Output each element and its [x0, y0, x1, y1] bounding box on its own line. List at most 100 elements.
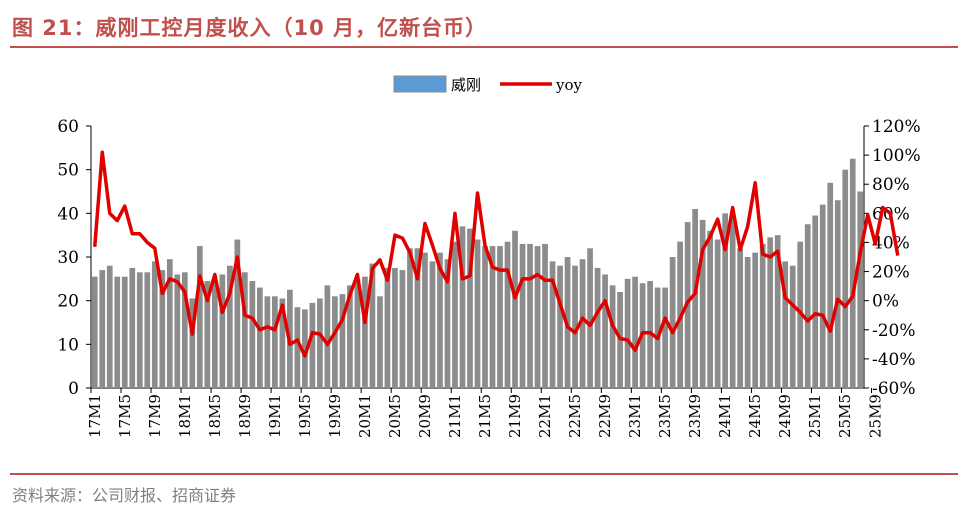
bar [827, 182, 834, 388]
bar [249, 281, 256, 388]
bar [414, 248, 421, 388]
x-tick-label: 17M9 [146, 394, 164, 438]
bar [752, 252, 759, 388]
bar [662, 287, 668, 388]
legend-bar-swatch [393, 75, 447, 93]
x-tick-label: 25M9 [866, 394, 884, 438]
bar [279, 298, 286, 388]
bar [369, 263, 376, 388]
x-tick-label: 22M1 [536, 394, 554, 438]
source-note: 资料来源：公司财报、招商证券 [12, 486, 237, 505]
x-tick-label: 20M5 [386, 394, 404, 438]
bar [579, 259, 586, 388]
bar [519, 243, 526, 388]
x-tick-label: 17M1 [86, 394, 104, 438]
x-tick-label: 22M5 [566, 394, 584, 438]
bar [377, 296, 383, 388]
bar [474, 239, 481, 388]
right-tick-label: 100% [872, 146, 921, 166]
bar [549, 261, 556, 388]
bar [272, 296, 278, 388]
bar [624, 278, 631, 388]
bar [174, 274, 181, 388]
bar [422, 252, 428, 388]
x-tick-label: 19M9 [326, 394, 344, 438]
bar [114, 276, 121, 388]
title-divider [10, 46, 958, 48]
bar [602, 274, 608, 388]
legend: 威刚 yoy [393, 75, 583, 94]
bar [332, 296, 338, 388]
legend-line-label: yoy [555, 76, 583, 94]
right-tick-label: 80% [872, 175, 910, 195]
bar [669, 257, 676, 388]
bar [317, 298, 323, 388]
bar [459, 226, 466, 388]
x-tick-label: 17M5 [116, 394, 134, 438]
bar [219, 274, 226, 388]
bar [309, 302, 316, 388]
bar [789, 265, 796, 388]
bar [782, 261, 789, 388]
bar [294, 307, 301, 388]
bar [159, 270, 166, 388]
x-tick-label: 23M9 [686, 394, 704, 438]
bar [527, 243, 533, 388]
bar [534, 246, 541, 388]
bar [587, 248, 593, 388]
bar [744, 257, 751, 388]
left-tick-label: 20 [57, 292, 79, 312]
bar [842, 169, 849, 388]
bar [849, 158, 856, 388]
bar [834, 200, 841, 388]
x-tick-label: 20M9 [416, 394, 434, 438]
bar [774, 235, 781, 388]
x-tick-label: 19M1 [266, 394, 284, 438]
bar [692, 208, 698, 388]
bar [594, 267, 601, 388]
bar [512, 230, 518, 388]
bar [804, 224, 811, 388]
bar [91, 276, 98, 388]
bar [467, 228, 473, 388]
bar [699, 219, 706, 388]
x-tick-label: 21M1 [446, 394, 464, 438]
right-tick-label: 120% [872, 117, 921, 137]
x-tick-label: 24M1 [716, 394, 734, 438]
bar [542, 243, 548, 388]
bar [181, 272, 188, 388]
bar [482, 246, 488, 388]
bar [384, 267, 391, 388]
bar [136, 272, 143, 388]
bar [452, 241, 458, 388]
x-tick-label: 22M9 [596, 394, 614, 438]
bar [302, 309, 308, 388]
bar [714, 239, 721, 388]
figure-title: 图 21：威刚工控月度收入（10 月，亿新台币） [12, 16, 488, 40]
bar [429, 261, 436, 388]
bar [347, 285, 353, 388]
bar [234, 239, 241, 388]
bar [437, 252, 443, 388]
x-tick-label: 23M1 [626, 394, 644, 438]
bar [339, 294, 346, 388]
right-tick-label: -60% [872, 379, 916, 399]
x-tick-label: 20M1 [356, 394, 374, 438]
right-tick-label: 0% [872, 292, 899, 312]
bar [264, 296, 271, 388]
right-tick-label: -20% [872, 321, 916, 341]
left-tick-label: 10 [57, 335, 79, 355]
bar [144, 272, 151, 388]
yoy-line [93, 150, 900, 358]
bar [707, 230, 713, 388]
bar [857, 191, 864, 388]
legend-bar-label: 威刚 [451, 76, 481, 94]
footer-divider [10, 473, 958, 475]
bar [444, 259, 451, 388]
left-tick-label: 0 [68, 379, 79, 399]
bar [767, 237, 774, 388]
right-tick-label: 40% [872, 233, 910, 253]
bar [572, 265, 578, 388]
bar [392, 267, 398, 388]
x-tick-label: 21M5 [476, 394, 494, 438]
